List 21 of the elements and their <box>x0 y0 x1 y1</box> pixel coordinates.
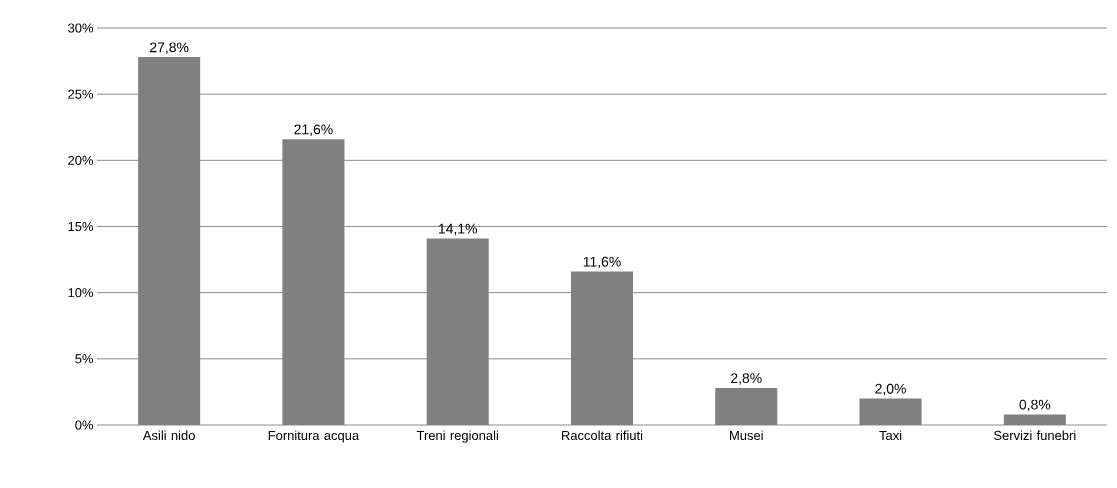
x-tick-label: Treni regionali <box>416 430 498 443</box>
y-tick-label: 0% <box>75 420 94 430</box>
data-label: 2,0% <box>875 383 906 396</box>
data-label: 27,8% <box>150 42 189 54</box>
data-label: 0,8% <box>1019 399 1051 412</box>
data-label: 21,6% <box>294 124 333 136</box>
y-tick-label: 10% <box>68 288 94 298</box>
x-tick-label: Raccolta rifiuti <box>562 430 643 441</box>
y-tick-label: 5% <box>75 354 94 364</box>
data-label: 14,1% <box>438 223 477 236</box>
data-label: 2,8% <box>731 373 762 385</box>
x-tick-label: Asili nido <box>142 430 195 441</box>
x-tick-label: Fornitura acqua <box>268 430 360 443</box>
x-tick-label: Musei <box>730 430 763 441</box>
y-tick-label: 15% <box>68 221 94 232</box>
x-tick-label: Taxi <box>879 430 902 441</box>
data-label: 11,6% <box>583 256 621 269</box>
x-tick-label: Servizi funebri <box>994 430 1076 441</box>
y-tick-label: 30% <box>68 23 94 33</box>
y-tick-label: 25% <box>68 89 94 99</box>
y-tick-label: 20% <box>68 155 94 165</box>
